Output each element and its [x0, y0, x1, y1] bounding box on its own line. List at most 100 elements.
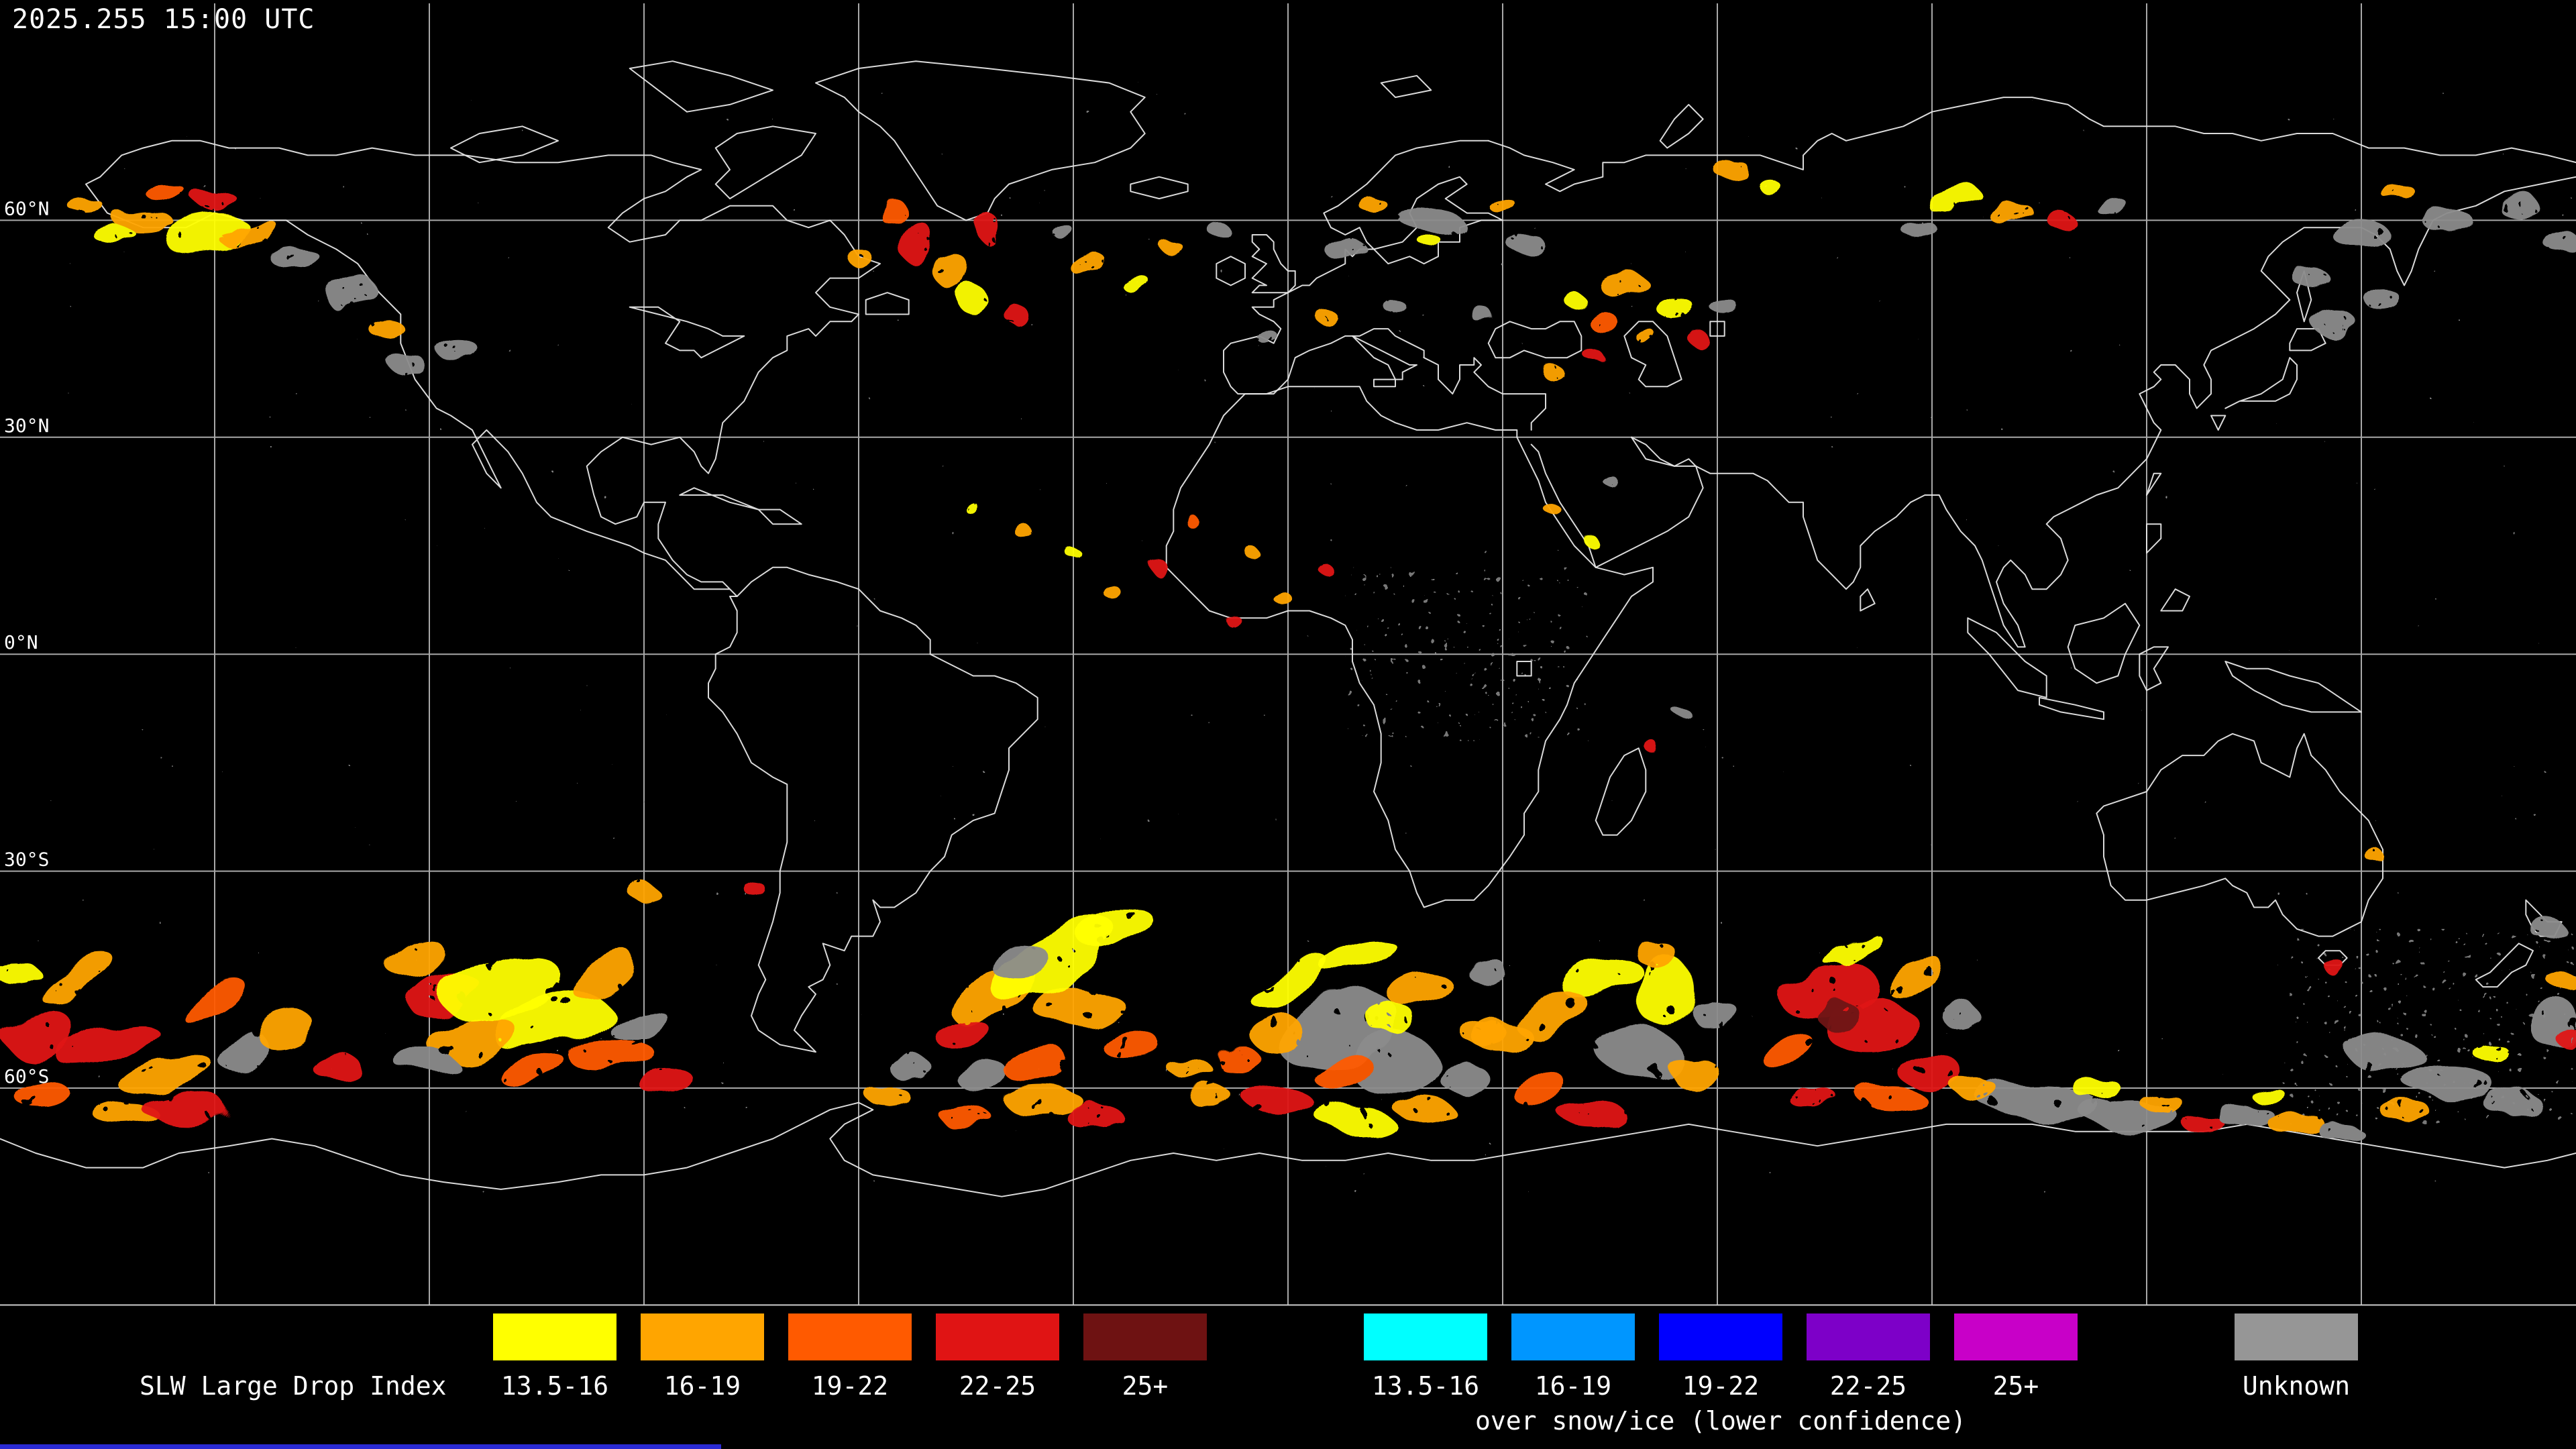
data-patch	[2139, 1093, 2183, 1112]
data-patch	[1506, 231, 1542, 253]
data-patch	[1166, 1055, 1210, 1077]
data-patch	[1442, 1066, 1492, 1095]
data-patch	[2472, 1042, 2508, 1061]
data-patch	[933, 253, 970, 289]
coastline	[1659, 103, 1704, 149]
legend-swatch	[1659, 1313, 1782, 1360]
data-patch	[1248, 1088, 1313, 1118]
coastline	[1709, 321, 1725, 337]
lat-label: 60°N	[4, 197, 49, 219]
data-patch	[629, 1059, 687, 1088]
legend-item: 22-25	[936, 1313, 1059, 1401]
data-patch	[1943, 1001, 1979, 1030]
coastline	[629, 60, 773, 113]
data-patch	[326, 276, 375, 309]
data-patch	[93, 225, 136, 244]
data-patch	[1953, 1077, 1996, 1099]
data-patch	[496, 992, 606, 1054]
snowice-caption: over snow/ice (lower confidence)	[1474, 1406, 1967, 1436]
data-patch	[1670, 1059, 1721, 1088]
data-patch	[2093, 199, 2129, 213]
coastline	[815, 60, 1146, 221]
coastline	[1352, 335, 1417, 380]
data-patch	[1216, 1044, 1260, 1074]
data-patch	[1674, 706, 1689, 718]
coastline	[2224, 661, 2362, 713]
data-patch	[1324, 238, 1367, 260]
data-patch	[390, 354, 426, 376]
coastline	[865, 292, 910, 315]
data-patch	[258, 1013, 314, 1047]
data-patch	[887, 1053, 930, 1079]
data-patch	[1864, 1089, 1929, 1116]
data-patch	[1098, 1030, 1163, 1060]
data-patch	[2379, 1099, 2430, 1121]
data-patch	[865, 1084, 909, 1107]
data-patch	[848, 246, 869, 268]
data-patch	[1205, 220, 1228, 235]
data-patch	[1309, 1059, 1381, 1088]
data-patch	[1565, 958, 1641, 1002]
coastline	[1373, 176, 1503, 265]
coastline	[757, 508, 802, 525]
data-patch	[1823, 935, 1884, 966]
coastline	[1373, 378, 1396, 388]
data-patch	[2529, 920, 2565, 938]
coastline	[2139, 646, 2169, 692]
data-patch	[1775, 957, 1874, 1017]
data-patch	[1499, 1066, 1564, 1095]
data-patch	[959, 1066, 1016, 1095]
data-patch	[2555, 1028, 2576, 1046]
data-patch	[1244, 956, 1332, 1003]
data-patch	[2322, 957, 2344, 973]
data-patch	[2404, 1063, 2490, 1099]
legend-item: 19-22	[1659, 1313, 1782, 1401]
legend-swatch	[493, 1313, 616, 1360]
legend-item: 16-19	[1511, 1313, 1635, 1401]
data-patch	[1563, 292, 1585, 307]
data-patch	[1049, 996, 1126, 1036]
legend-swatch	[1807, 1313, 1930, 1360]
data-patch-layer	[0, 160, 2576, 1141]
lat-label: 60°S	[4, 1065, 49, 1087]
data-patch	[389, 938, 441, 977]
data-patch	[994, 1044, 1067, 1074]
data-patch	[1471, 960, 1506, 985]
data-patch	[1005, 303, 1027, 325]
data-patch	[1420, 234, 1442, 250]
data-patch	[1470, 307, 1492, 322]
data-patch	[1542, 365, 1564, 380]
data-patch	[2072, 1079, 2122, 1097]
coastline	[708, 566, 1038, 1053]
coastline	[1487, 97, 2576, 193]
data-patch	[1083, 905, 1149, 953]
coastline	[1967, 617, 2047, 698]
data-patch	[2547, 970, 2576, 989]
data-patch	[881, 199, 908, 228]
data-patch	[1224, 611, 1238, 625]
lat-label: 30°N	[4, 415, 49, 437]
coastline	[679, 487, 759, 511]
data-patch	[1756, 176, 1778, 192]
coastline	[1516, 661, 1532, 677]
data-patch	[68, 199, 104, 213]
data-patch	[1635, 329, 1657, 343]
data-patch	[2367, 849, 2385, 864]
data-patch	[115, 1053, 215, 1093]
legend-swatch-label: Unknown	[2242, 1371, 2351, 1401]
data-patch	[447, 953, 554, 1020]
data-patch	[193, 189, 236, 208]
data-patch	[569, 1032, 647, 1071]
data-patch	[1460, 1016, 1503, 1045]
data-patch	[1603, 475, 1617, 486]
legend-item: 25+	[1083, 1313, 1207, 1401]
legend-swatch	[1511, 1313, 1635, 1360]
legend-swatch	[641, 1313, 764, 1360]
data-patch	[998, 954, 1063, 991]
data-patch	[143, 1095, 229, 1124]
data-patch	[602, 999, 657, 1033]
data-patch	[2046, 213, 2076, 228]
legend-swatch-label: 19-22	[811, 1371, 889, 1401]
data-patch	[2318, 1122, 2361, 1141]
legend-swatch-label: 13.5-16	[1371, 1371, 1480, 1401]
